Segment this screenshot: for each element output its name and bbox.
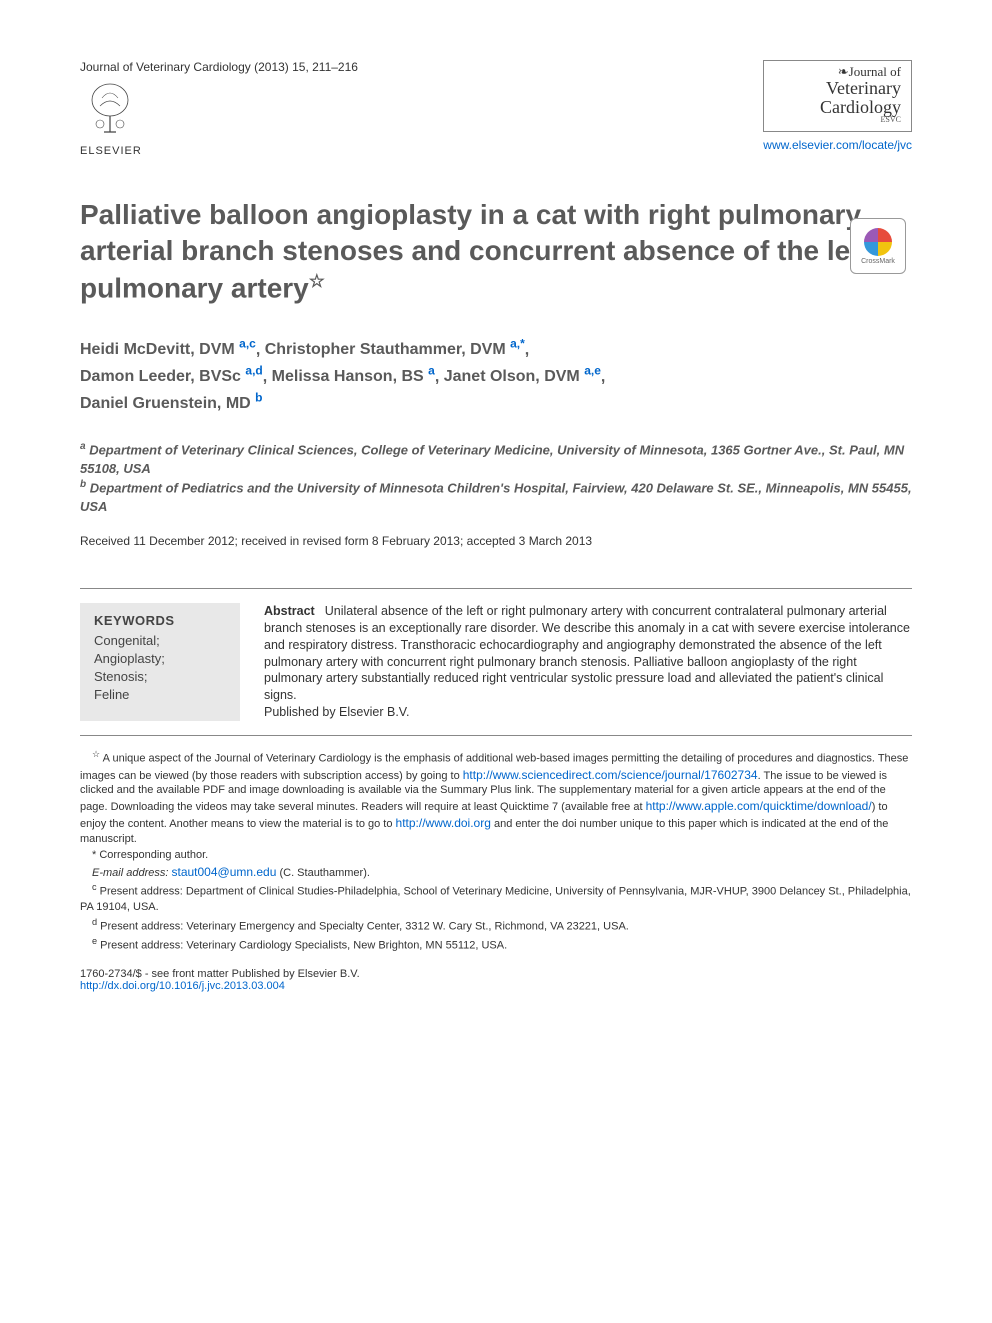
- footnotes: ☆ A unique aspect of the Journal of Vete…: [80, 748, 912, 954]
- badge-sub: ESVC: [774, 116, 901, 124]
- badge-line2: Veterinary: [774, 79, 901, 98]
- elsevier-tree-icon: [80, 78, 140, 138]
- keywords-list: Congenital; Angioplasty; Stenosis; Felin…: [94, 632, 226, 705]
- affiliations: a Department of Veterinary Clinical Scie…: [80, 440, 912, 515]
- keywords-title: KEYWORDS: [94, 613, 226, 628]
- crossmark-circle-icon: [864, 228, 892, 256]
- article-dates: Received 11 December 2012; received in r…: [80, 534, 912, 548]
- elsevier-text: ELSEVIER: [80, 145, 358, 157]
- crossmark-label: CrossMark: [861, 258, 895, 265]
- author: Damon Leeder, BVSc a,d: [80, 368, 263, 385]
- footnote-star: ☆ A unique aspect of the Journal of Vete…: [80, 748, 912, 847]
- article-title: Palliative balloon angioplasty in a cat …: [80, 197, 912, 307]
- affiliation: b Department of Pediatrics and the Unive…: [80, 478, 912, 516]
- keywords-abstract-row: KEYWORDS Congenital; Angioplasty; Stenos…: [80, 589, 912, 735]
- badge-line3: Cardiology: [774, 98, 901, 117]
- author: Daniel Gruenstein, MD b: [80, 395, 263, 412]
- star-sup-icon: ☆: [92, 749, 100, 759]
- copyright-line: 1760-2734/$ - see front matter Published…: [80, 968, 912, 980]
- footnote-email: E-mail address: staut004@umn.edu (C. Sta…: [80, 864, 912, 881]
- keyword: Congenital;: [94, 632, 226, 650]
- divider-bottom: [80, 735, 912, 736]
- affiliation: a Department of Veterinary Clinical Scie…: [80, 440, 912, 478]
- author: Heidi McDevitt, DVM a,c: [80, 341, 256, 358]
- abstract-text: Unilateral absence of the left or right …: [264, 604, 910, 702]
- journal-link-row: www.elsevier.com/locate/jvc: [763, 136, 912, 154]
- header-left: Journal of Veterinary Cardiology (2013) …: [80, 60, 358, 157]
- abstract-label: Abstract: [264, 604, 315, 618]
- footnote-addr-c: c Present address: Department of Clinica…: [80, 881, 912, 914]
- email-link[interactable]: staut004@umn.edu: [171, 865, 276, 879]
- journal-badge: ❧Journal of Veterinary Cardiology ESVC: [763, 60, 912, 132]
- footer: 1760-2734/$ - see front matter Published…: [80, 968, 912, 992]
- keyword: Feline: [94, 686, 226, 704]
- header-right: ❧Journal of Veterinary Cardiology ESVC w…: [763, 60, 912, 154]
- title-star-icon: ☆: [309, 271, 325, 291]
- elsevier-logo: ELSEVIER: [80, 78, 358, 157]
- sciencedirect-link[interactable]: http://www.sciencedirect.com/science/jou…: [463, 768, 758, 782]
- footnote-addr-d: d Present address: Veterinary Emergency …: [80, 916, 912, 935]
- keyword: Angioplasty;: [94, 650, 226, 668]
- page-header: Journal of Veterinary Cardiology (2013) …: [80, 60, 912, 157]
- footnote-corresponding: * Corresponding author.: [80, 848, 912, 863]
- keyword: Stenosis;: [94, 668, 226, 686]
- author: Christopher Stauthammer, DVM a,*: [265, 341, 525, 358]
- journal-reference: Journal of Veterinary Cardiology (2013) …: [80, 60, 358, 74]
- author: Melissa Hanson, BS a: [272, 368, 435, 385]
- abstract: AbstractUnilateral absence of the left o…: [264, 603, 912, 721]
- author: Janet Olson, DVM a,e: [444, 368, 601, 385]
- badge-line1: ❧Journal of: [774, 65, 901, 79]
- email-label: E-mail address:: [92, 867, 168, 879]
- abstract-publisher: Published by Elsevier B.V.: [264, 705, 409, 719]
- journal-url-link[interactable]: www.elsevier.com/locate/jvc: [763, 138, 912, 152]
- quicktime-link[interactable]: http://www.apple.com/quicktime/download/: [646, 799, 872, 813]
- doi-org-link[interactable]: http://www.doi.org: [396, 816, 491, 830]
- footnote-addr-e: e Present address: Veterinary Cardiology…: [80, 935, 912, 954]
- keywords-box: KEYWORDS Congenital; Angioplasty; Stenos…: [80, 603, 240, 721]
- doi-link[interactable]: http://dx.doi.org/10.1016/j.jvc.2013.03.…: [80, 980, 285, 992]
- title-text: Palliative balloon angioplasty in a cat …: [80, 199, 869, 303]
- crossmark-badge[interactable]: CrossMark: [850, 218, 906, 274]
- author-list: Heidi McDevitt, DVM a,c, Christopher Sta…: [80, 335, 912, 417]
